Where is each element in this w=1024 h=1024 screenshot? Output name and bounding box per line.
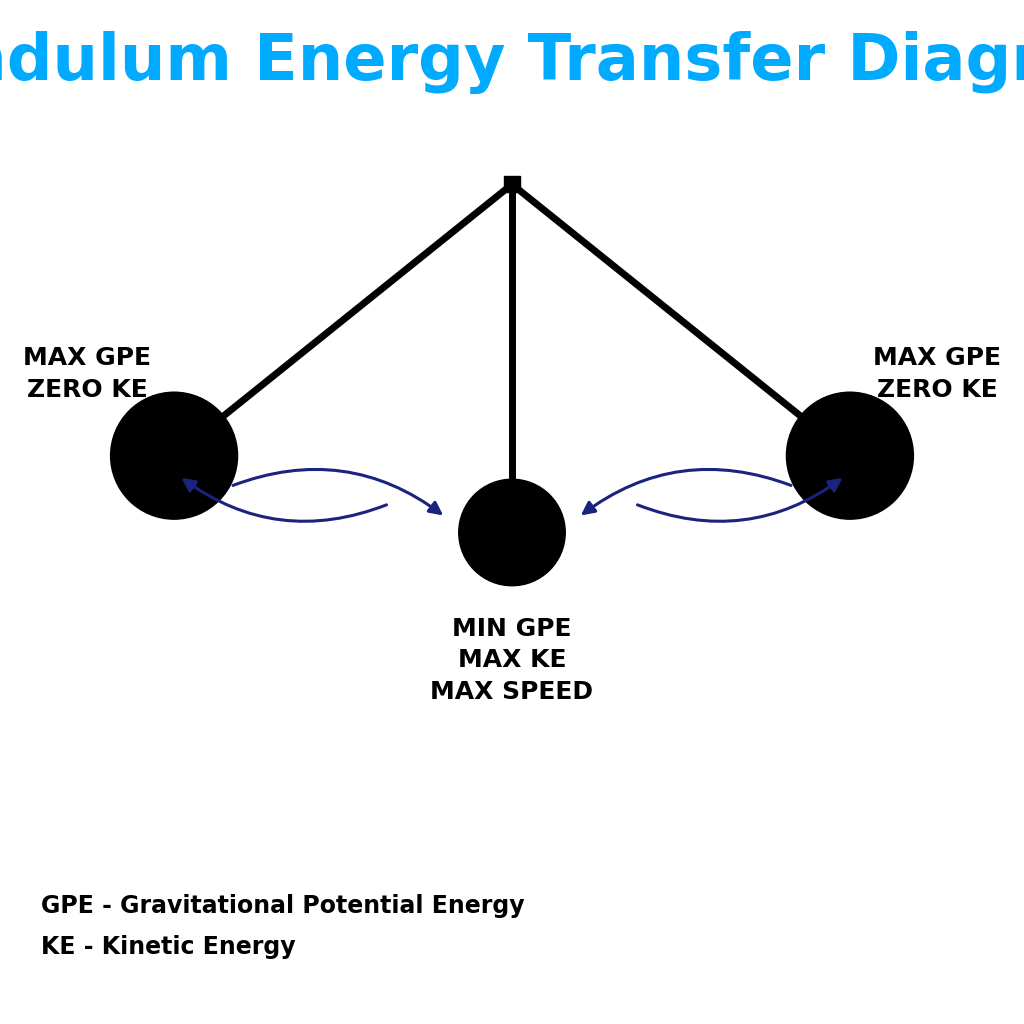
Text: GPE - Gravitational Potential Energy: GPE - Gravitational Potential Energy <box>41 894 524 919</box>
Circle shape <box>111 392 238 519</box>
Circle shape <box>459 479 565 586</box>
Text: MAX GPE
ZERO KE: MAX GPE ZERO KE <box>872 346 1001 401</box>
Circle shape <box>786 392 913 519</box>
Text: MAX GPE
ZERO KE: MAX GPE ZERO KE <box>24 346 152 401</box>
Text: KE - Kinetic Energy: KE - Kinetic Energy <box>41 935 296 959</box>
Text: MIN GPE
MAX KE
MAX SPEED: MIN GPE MAX KE MAX SPEED <box>430 616 594 705</box>
Text: Pendulum Energy Transfer Diagram: Pendulum Energy Transfer Diagram <box>0 31 1024 94</box>
